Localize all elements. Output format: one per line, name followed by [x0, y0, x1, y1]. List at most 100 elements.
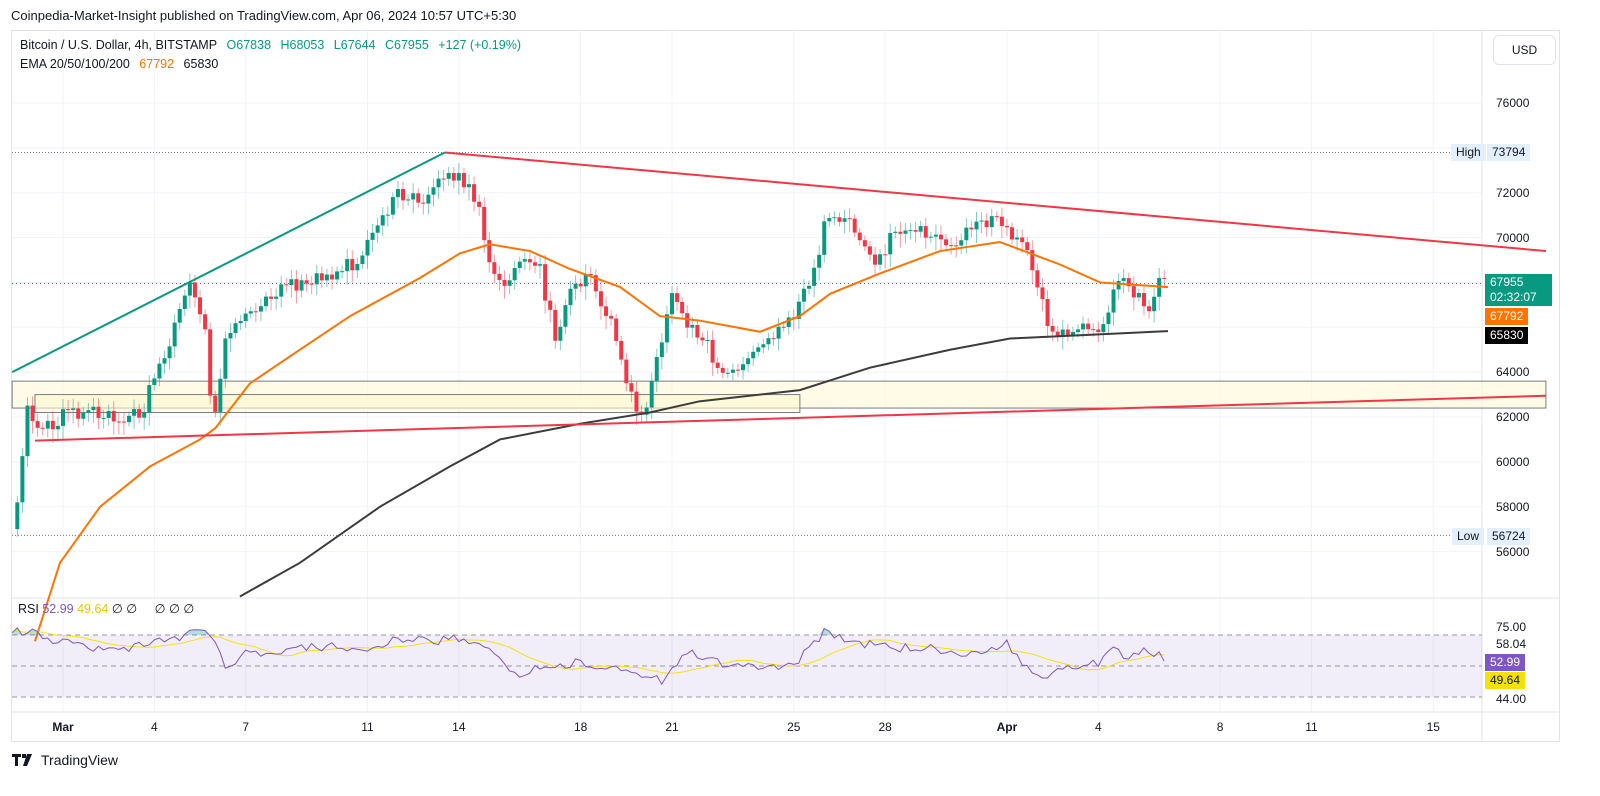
- candle-up: [274, 296, 279, 299]
- candle-down: [969, 227, 974, 230]
- candle-up: [360, 255, 365, 264]
- candle-down: [269, 296, 274, 299]
- candle-up: [959, 240, 964, 246]
- chart-frame: [11, 30, 1560, 742]
- candle-down: [949, 245, 954, 247]
- candle-down: [309, 283, 314, 285]
- candle-up: [751, 351, 756, 359]
- candle-up: [761, 344, 766, 348]
- ema-legend: EMA 20/50/100/200 67792 65830: [20, 57, 224, 71]
- candle-up: [431, 187, 436, 195]
- candle-up: [238, 321, 243, 324]
- candle-up: [101, 417, 106, 419]
- rsi-na-value: ∅: [183, 602, 195, 616]
- low-label: Low: [1452, 528, 1485, 545]
- candle-up: [512, 267, 517, 281]
- candle-up: [1152, 296, 1157, 312]
- candle-down: [553, 309, 558, 341]
- candle-up: [258, 306, 263, 312]
- candle-down: [1065, 329, 1070, 336]
- currency-button[interactable]: USD: [1493, 35, 1556, 65]
- ohlc-close: C67955: [385, 38, 429, 52]
- time-axis-label: 4: [151, 720, 158, 734]
- candle-up: [340, 271, 345, 273]
- candle-up: [15, 502, 20, 530]
- symbol-legend: Bitcoin / U.S. Dollar, 4h, BITSTAMP O678…: [20, 38, 527, 52]
- candle-up: [649, 381, 654, 408]
- candle-down: [1020, 237, 1025, 243]
- rsi-label[interactable]: RSI: [18, 602, 39, 616]
- candle-up: [406, 199, 411, 201]
- candle-up: [1136, 293, 1141, 298]
- candle-down: [629, 383, 634, 392]
- tradingview-brand[interactable]: TradingView: [12, 752, 118, 768]
- candle-down: [1004, 225, 1009, 228]
- time-axis-label: 8: [1216, 720, 1224, 734]
- candle-down: [720, 367, 725, 373]
- candle-down: [604, 306, 609, 316]
- time-axis-label: 21: [665, 720, 679, 734]
- candle-up: [690, 324, 695, 328]
- ema-label[interactable]: EMA 20/50/100/200: [20, 57, 130, 71]
- candle-down: [883, 254, 888, 256]
- candle-down: [1162, 277, 1167, 279]
- candle-up: [928, 236, 933, 238]
- candle-down: [213, 395, 218, 412]
- price-axis-label: 56000: [1496, 544, 1530, 559]
- candle-up: [903, 230, 908, 234]
- candle-up: [756, 347, 761, 352]
- candle-up: [832, 217, 837, 219]
- candle-down: [137, 409, 142, 418]
- candle-up: [248, 311, 253, 314]
- candle-up: [812, 267, 817, 286]
- candle-down: [208, 329, 213, 396]
- candle-down: [121, 421, 126, 423]
- candle-up: [918, 226, 923, 232]
- price-axis-label: 64000: [1496, 365, 1530, 380]
- candle-down: [710, 340, 715, 363]
- candle-up: [979, 220, 984, 222]
- candle-up: [1111, 289, 1116, 313]
- candle-down: [1010, 227, 1015, 240]
- time-axis-label: 15: [1426, 720, 1440, 734]
- candle-up: [1015, 237, 1020, 240]
- candle-down: [35, 421, 40, 428]
- candle-up: [365, 239, 370, 256]
- candle-up: [20, 456, 25, 503]
- candle-up: [142, 412, 147, 418]
- candle-up: [45, 420, 50, 429]
- ohlc-high: H68053: [280, 38, 325, 52]
- candle-up: [522, 259, 527, 262]
- price-axis-label: 72000: [1496, 185, 1530, 200]
- time-axis-label: 14: [452, 720, 466, 734]
- candle-down: [319, 273, 324, 281]
- candle-up: [446, 173, 451, 179]
- candle-down: [578, 283, 583, 287]
- candle-down: [675, 293, 680, 303]
- candle-up: [1076, 329, 1080, 332]
- candle-up: [162, 358, 167, 364]
- candle-down: [1055, 331, 1060, 337]
- candle-down: [598, 291, 603, 307]
- candle-down: [416, 193, 421, 203]
- time-axis-label: 7: [242, 720, 250, 734]
- candle-down: [847, 218, 852, 220]
- candle-up: [989, 216, 994, 228]
- candle-down: [50, 420, 55, 430]
- candle-down: [873, 254, 877, 265]
- candle-up: [345, 259, 350, 272]
- symbol-name[interactable]: Bitcoin / U.S. Dollar, 4h, BITSTAMP: [20, 38, 218, 52]
- time-axis-label: Apr: [996, 720, 1018, 734]
- candle-down: [461, 173, 466, 188]
- candle-up: [233, 323, 238, 334]
- candle-down: [857, 232, 862, 241]
- candle-down: [96, 406, 101, 418]
- candle-up: [177, 308, 182, 323]
- candle-up: [746, 358, 751, 365]
- candle-down: [735, 369, 740, 371]
- candle-up: [299, 280, 304, 291]
- time-axis-label: 11: [361, 720, 374, 734]
- candle-up: [218, 378, 223, 412]
- rsi-axis-44: 44.00: [1496, 692, 1527, 706]
